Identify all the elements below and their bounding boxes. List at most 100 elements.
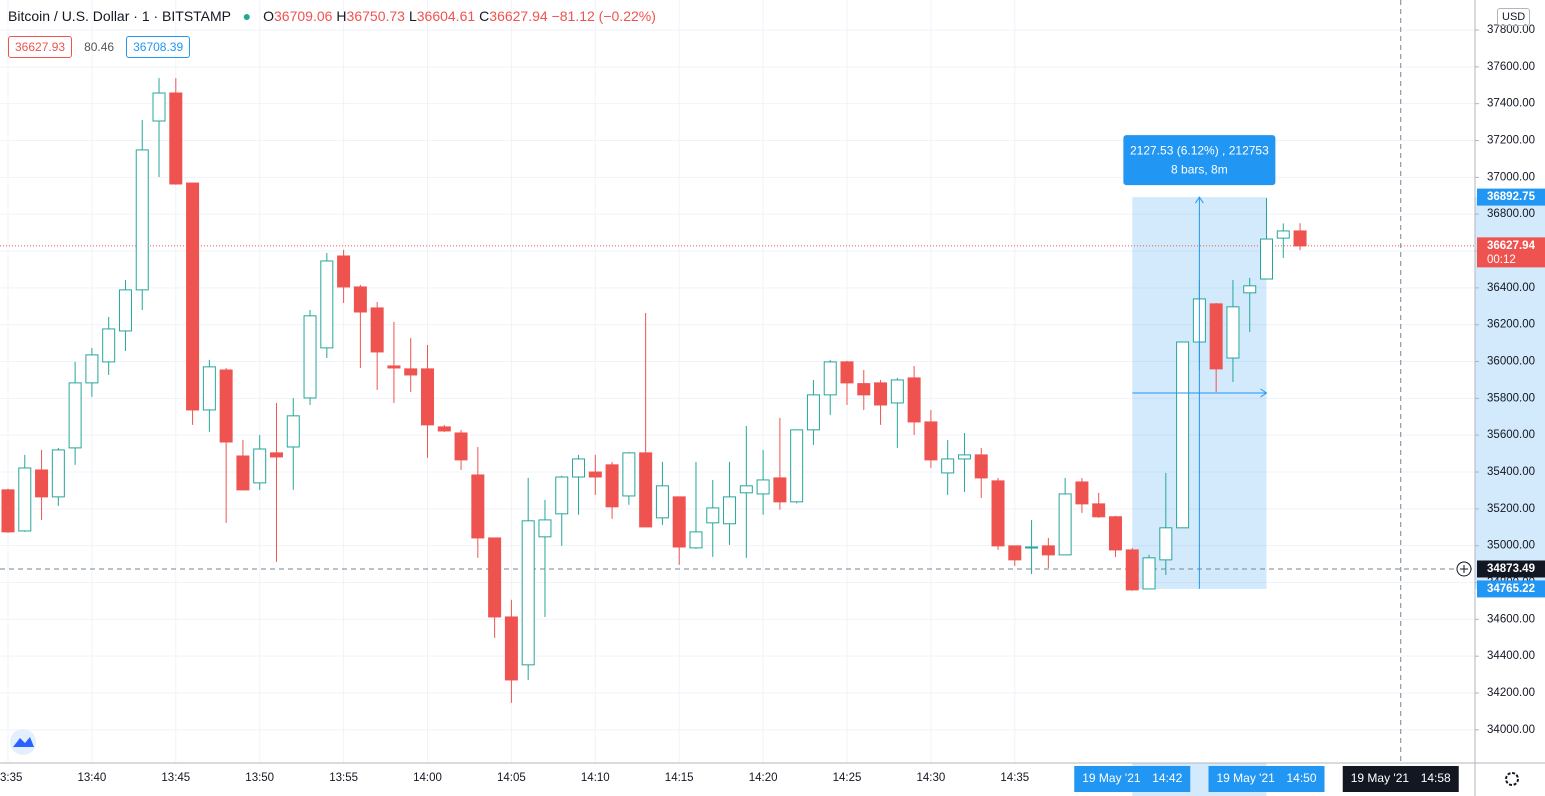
measure-arrowhead — [1194, 196, 1204, 204]
time-value: 14:42 — [1152, 771, 1182, 785]
candle-body — [790, 429, 804, 503]
time-date: 19 May '21 — [1082, 771, 1141, 785]
candle-body — [957, 454, 971, 460]
candle-body — [102, 328, 116, 363]
candle-body — [806, 394, 820, 431]
candle-body — [504, 616, 518, 681]
countdown: 00:12 — [1487, 254, 1516, 266]
time-label-box — [1208, 766, 1325, 792]
crosshair-plus — [1460, 564, 1468, 573]
x-tick-label: 14:00 — [413, 772, 442, 784]
candle-body — [68, 382, 82, 449]
candle-body — [35, 469, 49, 498]
candle-body — [538, 519, 552, 538]
logo-mark — [13, 737, 34, 747]
x-tick-label: 13:35 — [0, 772, 22, 784]
indicator-value: 80.46 — [84, 40, 115, 54]
y-tick-label: 36400.00 — [1487, 282, 1535, 294]
candle-body — [890, 379, 904, 404]
candle-body — [18, 467, 32, 532]
time-label-box — [1074, 766, 1191, 792]
candle-body — [85, 354, 99, 384]
candle-body — [1, 489, 15, 533]
candle-body — [924, 421, 938, 461]
indicator-value: 36627.93 — [8, 36, 73, 58]
candle-body — [118, 289, 132, 332]
ohlc-key: C — [479, 8, 490, 24]
measure-label: 2127.53 (6.12%) , 212753 — [1130, 143, 1269, 157]
settings-button[interactable] — [1505, 772, 1519, 786]
y-tick-label: 34200.00 — [1487, 687, 1535, 699]
y-tick-label: 37800.00 — [1487, 24, 1535, 36]
measure-arrowhead — [1260, 388, 1268, 398]
candle-body — [1243, 285, 1257, 294]
time-value: 14:50 — [1286, 771, 1316, 785]
price-label-box — [1477, 580, 1545, 598]
candle-body — [337, 255, 351, 288]
y-tick-label: 34600.00 — [1487, 613, 1535, 625]
y-tick-label: 35600.00 — [1487, 429, 1535, 441]
x-tick-label: 13:45 — [161, 772, 190, 784]
candle-body — [370, 307, 384, 353]
candle-body — [1276, 230, 1290, 239]
candle-body — [723, 496, 737, 525]
candle-body — [236, 455, 250, 491]
ohlc-value: 36627.94 — [489, 8, 548, 24]
price-label: 36627.94 — [1487, 240, 1536, 252]
price-label-box — [1477, 560, 1545, 578]
candle-body — [353, 286, 367, 313]
candle-body — [1108, 516, 1122, 551]
y-tick-label: 36200.00 — [1487, 319, 1535, 331]
candle-body — [1209, 303, 1223, 370]
y-tick-label: 36800.00 — [1487, 208, 1535, 220]
x-tick-label: 13:50 — [245, 772, 274, 784]
candle-body — [437, 426, 451, 432]
time-label-box — [1342, 766, 1459, 792]
candle-body — [51, 449, 65, 498]
ohlc-value: 36750.73 — [346, 8, 405, 24]
y-tick-label: 37200.00 — [1487, 135, 1535, 147]
candle-body — [152, 92, 166, 122]
x-tick-label: 14:20 — [749, 772, 778, 784]
candle-body — [622, 452, 636, 497]
ohlc-key: O — [263, 8, 275, 24]
candle-body — [756, 479, 770, 495]
y-tick-label: 37000.00 — [1487, 171, 1535, 183]
ohlc-key: L — [408, 8, 417, 24]
currency[interactable]: USD — [1497, 8, 1531, 26]
candle-body — [991, 480, 1005, 547]
candle-body — [689, 531, 703, 549]
candle-body — [1125, 549, 1139, 591]
candle-body — [706, 507, 720, 524]
candle-body — [169, 92, 183, 185]
ohlc-key: H — [336, 8, 347, 24]
candle-body — [303, 315, 317, 399]
candle-body — [639, 452, 653, 528]
measure-label: 8 bars, 8m — [1171, 162, 1228, 176]
candle-body — [1260, 238, 1273, 280]
candle-body — [320, 260, 334, 349]
ohlc-value: 36709.06 — [274, 8, 333, 24]
candle-body — [555, 476, 569, 515]
candle-body — [1092, 503, 1106, 518]
time-date: 19 May '21 — [1351, 771, 1410, 785]
x-tick-label: 14:25 — [833, 772, 862, 784]
candle-body — [840, 361, 854, 384]
y-tick-label: 34000.00 — [1487, 724, 1535, 736]
candle-body — [1159, 527, 1173, 561]
candle-body — [135, 149, 149, 291]
time-value: 14:58 — [1421, 771, 1451, 785]
candle-body — [202, 366, 216, 411]
indicator-value: 36708.39 — [126, 36, 191, 58]
candle-body — [588, 471, 602, 478]
candle-body — [1025, 546, 1039, 549]
candle-body — [521, 520, 535, 666]
candle-body — [253, 448, 267, 484]
candle-body — [1058, 493, 1072, 556]
change: −81.12 (−0.22%) — [551, 8, 656, 24]
candle-body — [1226, 306, 1240, 359]
candle-body — [739, 485, 753, 494]
candle-body — [421, 368, 434, 426]
candle-body — [941, 458, 955, 474]
